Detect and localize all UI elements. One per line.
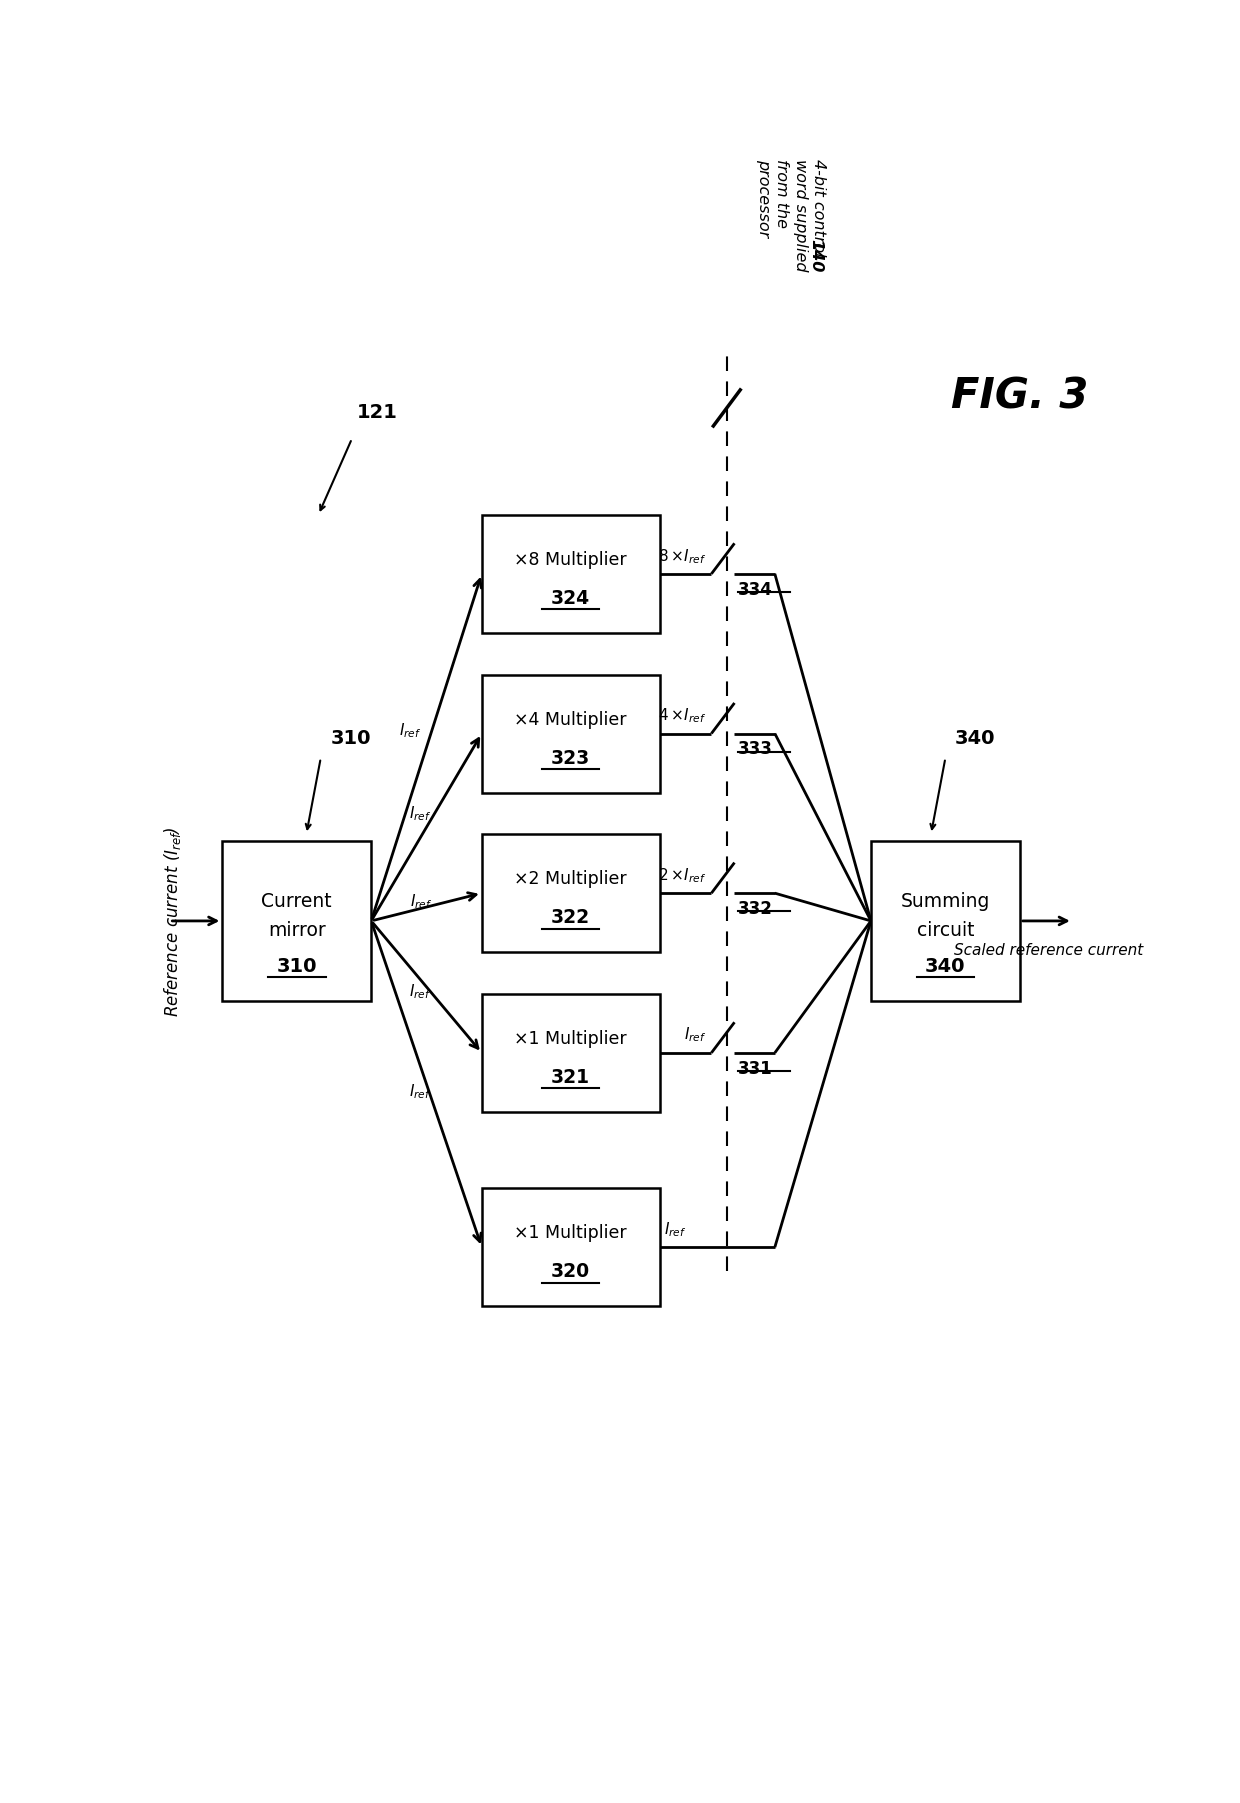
Text: $4\times\!I_{ref}$: $4\times\!I_{ref}$	[658, 707, 707, 725]
Text: 121: 121	[357, 402, 398, 422]
Text: $I_{ref}$: $I_{ref}$	[665, 1221, 687, 1239]
Text: ×8 Multiplier: ×8 Multiplier	[515, 552, 627, 570]
Text: 4-bit control
word supplied
from the
processor: 4-bit control word supplied from the pro…	[755, 159, 826, 272]
Text: FIG. 3: FIG. 3	[951, 375, 1089, 418]
Text: Reference current ($I_{ref}$): Reference current ($I_{ref}$)	[161, 826, 182, 1017]
FancyBboxPatch shape	[481, 674, 660, 793]
Text: $I_{ref}$: $I_{ref}$	[409, 892, 433, 911]
Text: 321: 321	[551, 1067, 590, 1087]
Text: 323: 323	[551, 748, 590, 768]
Text: ×1 Multiplier: ×1 Multiplier	[515, 1030, 627, 1048]
FancyBboxPatch shape	[481, 516, 660, 633]
Text: $I_{ref}$: $I_{ref}$	[409, 983, 432, 1001]
Text: 333: 333	[738, 741, 774, 759]
Text: 140: 140	[808, 238, 823, 272]
Text: ×1 Multiplier: ×1 Multiplier	[515, 1224, 627, 1242]
Text: 334: 334	[738, 581, 774, 599]
Text: $I_{ref}$: $I_{ref}$	[684, 1026, 707, 1044]
Text: $8\times\!I_{ref}$: $8\times\!I_{ref}$	[658, 546, 707, 566]
Text: $I_{ref}$: $I_{ref}$	[409, 804, 432, 822]
Text: 340: 340	[925, 957, 966, 975]
Text: 322: 322	[551, 909, 590, 927]
Text: 331: 331	[738, 1060, 773, 1078]
Text: $I_{ref}$: $I_{ref}$	[399, 721, 422, 741]
Text: ×2 Multiplier: ×2 Multiplier	[515, 871, 627, 889]
Text: ×4 Multiplier: ×4 Multiplier	[515, 710, 627, 728]
Text: Scaled reference current: Scaled reference current	[954, 943, 1143, 957]
FancyBboxPatch shape	[481, 835, 660, 952]
Text: mirror: mirror	[268, 921, 326, 939]
Text: 310: 310	[277, 957, 317, 975]
FancyBboxPatch shape	[481, 1188, 660, 1305]
Text: 320: 320	[551, 1262, 590, 1282]
Text: Summing: Summing	[900, 892, 990, 911]
Text: 340: 340	[955, 728, 996, 748]
Text: $2\times\!I_{ref}$: $2\times\!I_{ref}$	[658, 865, 707, 885]
Text: $I_{ref}$: $I_{ref}$	[409, 1082, 432, 1100]
FancyBboxPatch shape	[222, 840, 371, 1001]
FancyBboxPatch shape	[481, 993, 660, 1112]
Text: 310: 310	[330, 728, 371, 748]
Text: 324: 324	[551, 590, 590, 608]
FancyBboxPatch shape	[870, 840, 1019, 1001]
Text: Current: Current	[262, 892, 332, 911]
Text: circuit: circuit	[916, 921, 975, 939]
Text: 332: 332	[738, 900, 774, 918]
